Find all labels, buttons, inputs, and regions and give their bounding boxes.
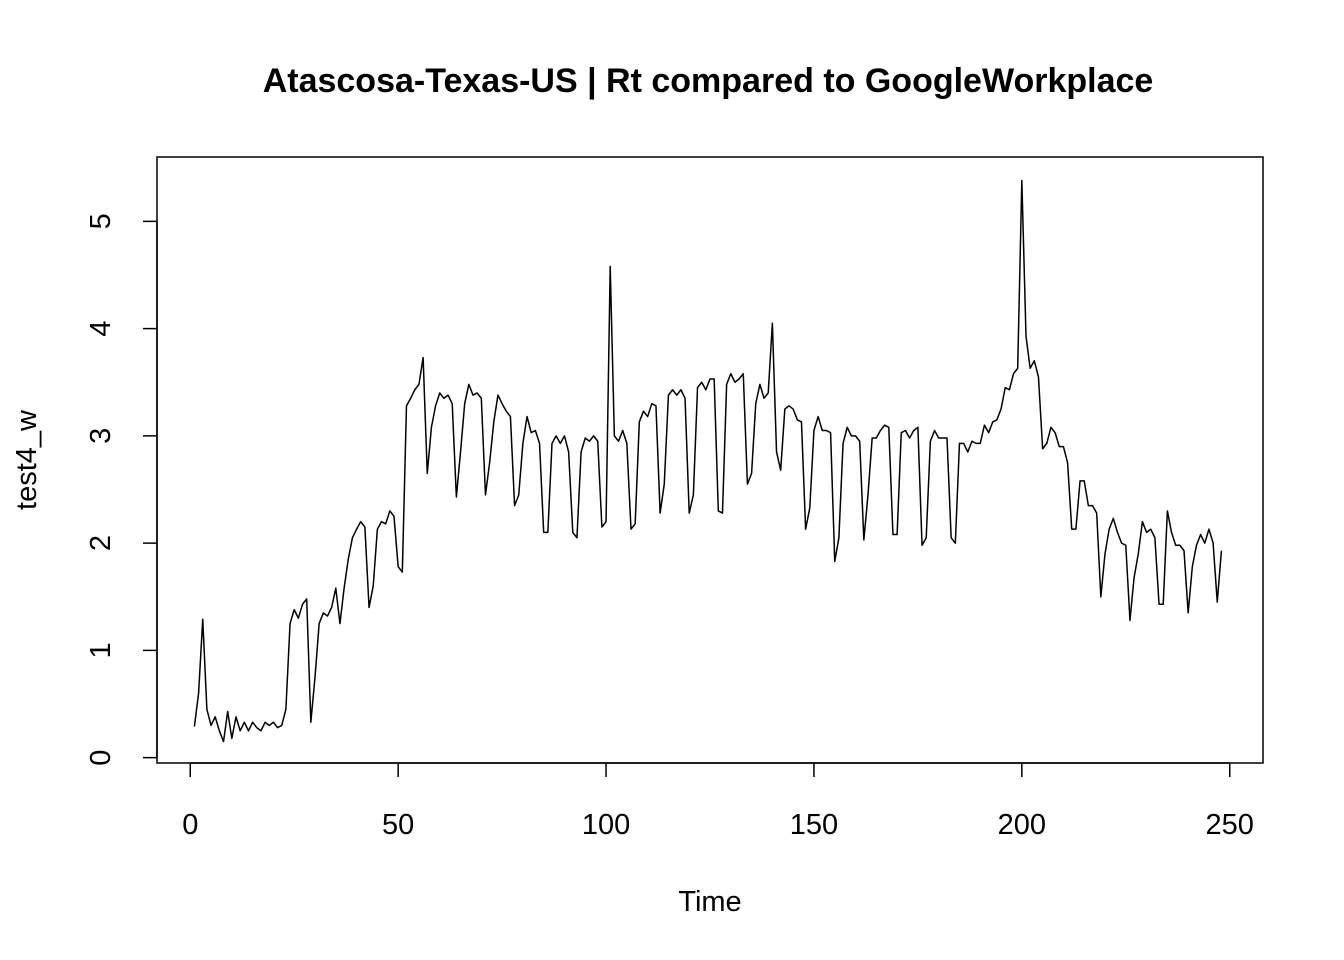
chart-title: Atascosa-Texas-US | Rt compared to Googl… xyxy=(263,62,1154,100)
y-tick-label: 5 xyxy=(85,213,117,229)
y-tick-label: 1 xyxy=(85,642,117,658)
x-axis-label: Time xyxy=(678,886,741,918)
y-axis: 0 1 2 3 4 5 xyxy=(85,213,158,766)
y-tick-label: 2 xyxy=(85,535,117,551)
y-tick-label: 4 xyxy=(85,321,117,337)
x-tick-label: 0 xyxy=(182,809,198,841)
x-tick-label: 50 xyxy=(382,809,414,841)
x-axis: 0 50 100 150 200 250 xyxy=(182,762,1254,841)
y-axis-label: test4_w xyxy=(11,409,43,510)
series-line xyxy=(193,179,1223,743)
y-tick-label: 0 xyxy=(85,750,117,766)
plot-area-frame xyxy=(156,156,1264,764)
x-tick-label: 150 xyxy=(790,809,838,841)
x-tick-label: 250 xyxy=(1206,809,1254,841)
x-tick-label: 200 xyxy=(998,809,1046,841)
x-tick-label: 100 xyxy=(582,809,630,841)
y-tick-label: 3 xyxy=(85,428,117,444)
